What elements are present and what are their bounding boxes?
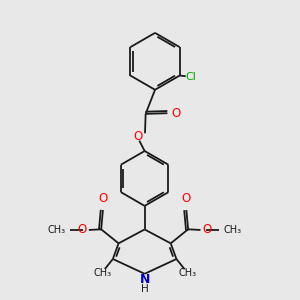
Text: O: O [202, 224, 212, 236]
Text: O: O [77, 224, 87, 236]
Text: O: O [133, 130, 142, 143]
Text: O: O [98, 192, 107, 205]
Text: Cl: Cl [186, 72, 196, 82]
Text: CH₃: CH₃ [93, 268, 111, 278]
Text: CH₃: CH₃ [47, 225, 65, 235]
Text: CH₃: CH₃ [178, 268, 196, 278]
Text: N: N [140, 273, 150, 286]
Text: O: O [171, 107, 181, 120]
Text: H: H [141, 284, 148, 294]
Text: O: O [182, 192, 191, 205]
Text: CH₃: CH₃ [224, 225, 242, 235]
